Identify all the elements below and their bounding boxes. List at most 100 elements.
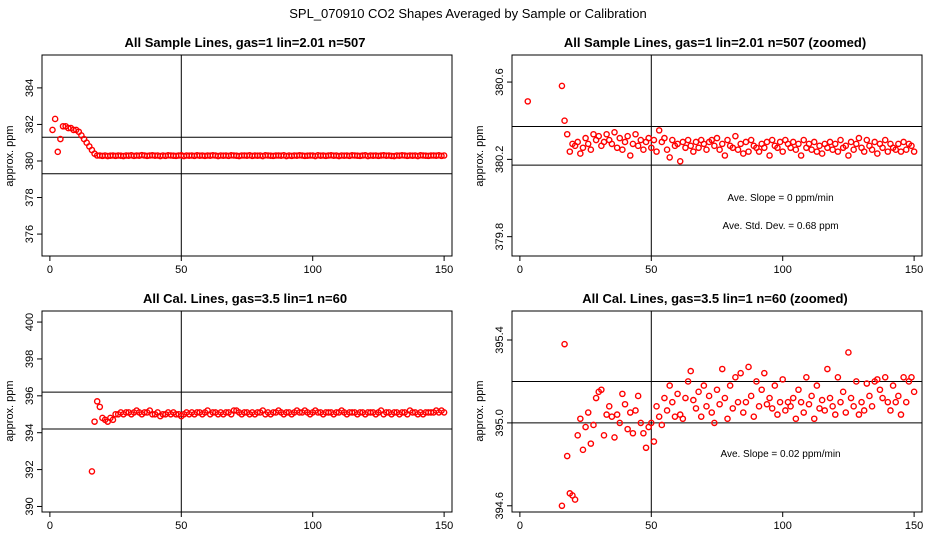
- data-point: [671, 413, 679, 420]
- data-point: [789, 394, 797, 402]
- data-point: [724, 136, 731, 144]
- data-point: [768, 405, 776, 412]
- data-point: [600, 432, 608, 439]
- data-point: [600, 138, 608, 146]
- data-point: [561, 340, 568, 348]
- data-point: [881, 136, 889, 144]
- data-point: [845, 152, 852, 159]
- x-tick-label: 100: [774, 520, 792, 532]
- data-point: [800, 136, 808, 144]
- data-point: [813, 382, 821, 389]
- data-point: [895, 140, 902, 148]
- data-point: [847, 394, 855, 402]
- data-point: [661, 134, 668, 142]
- data-point: [692, 138, 700, 146]
- data-point: [584, 409, 592, 416]
- data-point: [619, 390, 626, 398]
- x-tick-label: 150: [435, 264, 453, 276]
- data-point: [850, 146, 857, 154]
- data-point: [884, 398, 892, 406]
- data-point: [93, 398, 101, 405]
- y-tick-label: 395.4: [494, 326, 506, 354]
- data-point: [582, 134, 589, 142]
- data-point: [879, 394, 886, 402]
- data-point: [624, 132, 631, 140]
- data-point: [792, 415, 800, 423]
- data-point: [858, 398, 865, 406]
- data-point: [713, 134, 721, 142]
- y-tick-label: 400: [24, 313, 36, 331]
- data-point: [845, 349, 852, 356]
- data-point: [54, 148, 62, 156]
- y-axis-label: approx. ppm: [474, 380, 486, 441]
- data-point: [902, 146, 910, 154]
- data-point: [640, 146, 647, 154]
- y-tick-label: 396: [24, 387, 36, 405]
- data-point: [655, 413, 663, 420]
- data-point: [616, 419, 624, 427]
- panel-title: All Cal. Lines, gas=3.5 lin=1 n=60: [143, 291, 347, 306]
- x-tick-label: 150: [435, 520, 453, 532]
- panel-title: All Cal. Lines, gas=3.5 lin=1 n=60 (zoom…: [582, 291, 848, 306]
- data-point: [574, 432, 582, 439]
- data-point: [663, 407, 671, 414]
- data-point: [603, 130, 610, 138]
- data-point: [852, 378, 860, 385]
- panel-title: All Sample Lines, gas=1 lin=2.01 n=507 (…: [564, 35, 866, 50]
- data-point: [897, 411, 905, 418]
- data-point: [842, 409, 850, 416]
- data-point: [574, 138, 582, 146]
- data-point: [697, 413, 705, 420]
- data-point: [91, 418, 98, 425]
- stat-annotation: Ave. Std. Dev. = 0.68 ppm: [723, 221, 839, 232]
- data-point: [860, 148, 868, 155]
- data-point: [776, 398, 784, 406]
- data-point: [816, 405, 823, 412]
- data-point: [797, 398, 805, 406]
- data-point: [897, 148, 905, 155]
- stat-annotation: Ave. Slope = 0.02 ppm/min: [720, 449, 840, 460]
- y-tick-label: 390: [24, 497, 36, 515]
- data-point: [611, 434, 618, 441]
- plot-frame: [41, 310, 453, 513]
- y-tick-label: 395.0: [494, 409, 506, 437]
- data-point: [803, 374, 810, 381]
- data-point: [88, 468, 96, 475]
- data-point: [598, 386, 605, 394]
- data-point: [829, 403, 836, 410]
- y-axis-label: approx. ppm: [474, 125, 486, 186]
- data-point: [766, 152, 773, 159]
- data-point: [776, 138, 784, 146]
- data-point: [718, 140, 726, 148]
- data-point: [695, 388, 702, 396]
- data-point: [737, 369, 744, 377]
- x-tick-label: 50: [645, 264, 657, 276]
- data-point: [745, 148, 752, 155]
- x-tick-label: 150: [905, 264, 923, 276]
- data-point: [605, 403, 613, 410]
- data-point: [855, 411, 863, 418]
- x-tick-label: 100: [304, 264, 322, 276]
- data-point: [824, 365, 831, 373]
- data-point: [51, 115, 59, 123]
- data-point: [755, 148, 763, 155]
- data-point: [579, 446, 587, 454]
- data-point: [655, 127, 663, 134]
- data-point: [566, 148, 574, 155]
- data-point: [49, 126, 56, 134]
- y-tick-label: 376: [24, 225, 36, 243]
- y-tick-label: 398: [24, 350, 36, 368]
- data-point: [642, 444, 650, 452]
- data-point: [616, 134, 624, 142]
- data-point: [782, 407, 789, 414]
- data-point: [679, 415, 687, 423]
- x-tick-label: 50: [175, 264, 187, 276]
- data-point: [810, 138, 818, 146]
- y-axis-label: approx. ppm: [4, 380, 16, 441]
- x-tick-label: 50: [645, 520, 657, 532]
- data-point: [558, 82, 566, 90]
- data-point: [563, 130, 571, 138]
- data-point: [632, 130, 639, 138]
- data-point: [900, 374, 907, 381]
